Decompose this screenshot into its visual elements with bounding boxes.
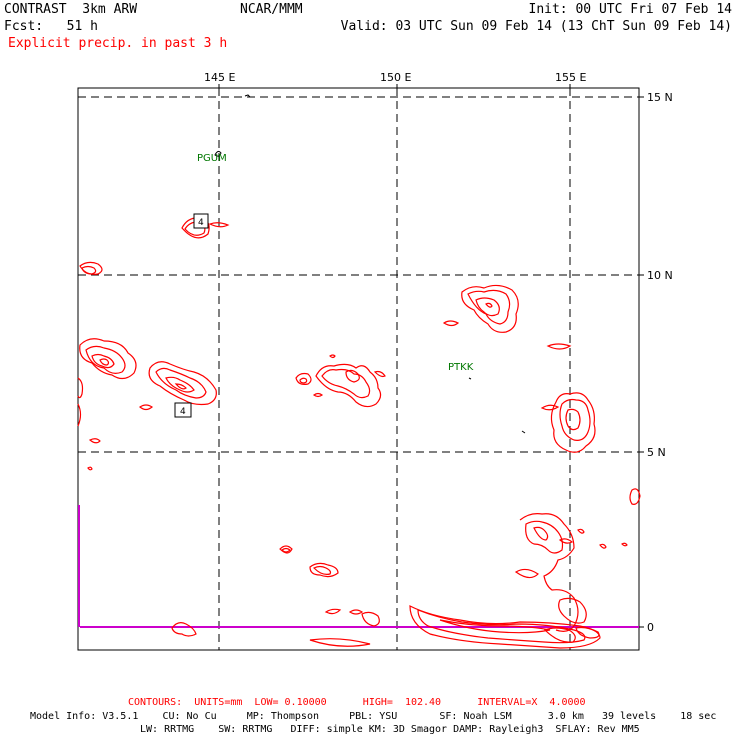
tick-marks (218, 84, 644, 628)
hl-value-2: 4 (180, 407, 186, 417)
lat-label-equator: 0 (647, 621, 654, 634)
init-time: Init: 00 UTC Fri 07 Feb 14 (528, 2, 733, 17)
precip-map: 145 E 150 E 155 E 15 N 10 N 5 N 0 (77, 71, 673, 651)
valid-time: Valid: 03 UTC Sun 09 Feb 14 (13 ChT Sun … (340, 19, 732, 34)
map-frame (77, 87, 640, 651)
precip-contours (77, 217, 641, 649)
lon-gridlines (218, 88, 571, 650)
hl-value-1: 4 (198, 218, 204, 228)
lon-label-155: 155 E (555, 71, 586, 84)
model-info-line-1: Model Info: V3.5.1 CU: No Cu MP: Thompso… (30, 711, 717, 722)
hl-marker-1: 4 (193, 213, 209, 229)
model-info-line-2: LW: RRTMG SW: RRTMG DIFF: simple KM: 3D … (140, 724, 640, 735)
lon-label-150: 150 E (380, 71, 411, 84)
contour-info: CONTOURS: UNITS=mm LOW= 0.10000 HIGH= 10… (128, 697, 586, 708)
lat-label-15n: 15 N (647, 91, 673, 104)
coastlines (214, 94, 526, 434)
organization: NCAR/MMM (240, 2, 303, 17)
model-title: CONTRAST 3km ARW (4, 2, 138, 17)
station-ptkk: PTKK (448, 362, 474, 373)
field-title: Explicit precip. in past 3 h (8, 36, 228, 51)
lat-gridlines (78, 96, 639, 453)
forecast-hour: Fcst: 51 h (4, 19, 98, 34)
lon-label-145: 145 E (204, 71, 235, 84)
station-pgum: PGUM (197, 153, 227, 164)
lat-label-5n: 5 N (647, 446, 666, 459)
hl-marker-2: 4 (174, 402, 192, 418)
lat-label-10n: 10 N (647, 269, 673, 282)
